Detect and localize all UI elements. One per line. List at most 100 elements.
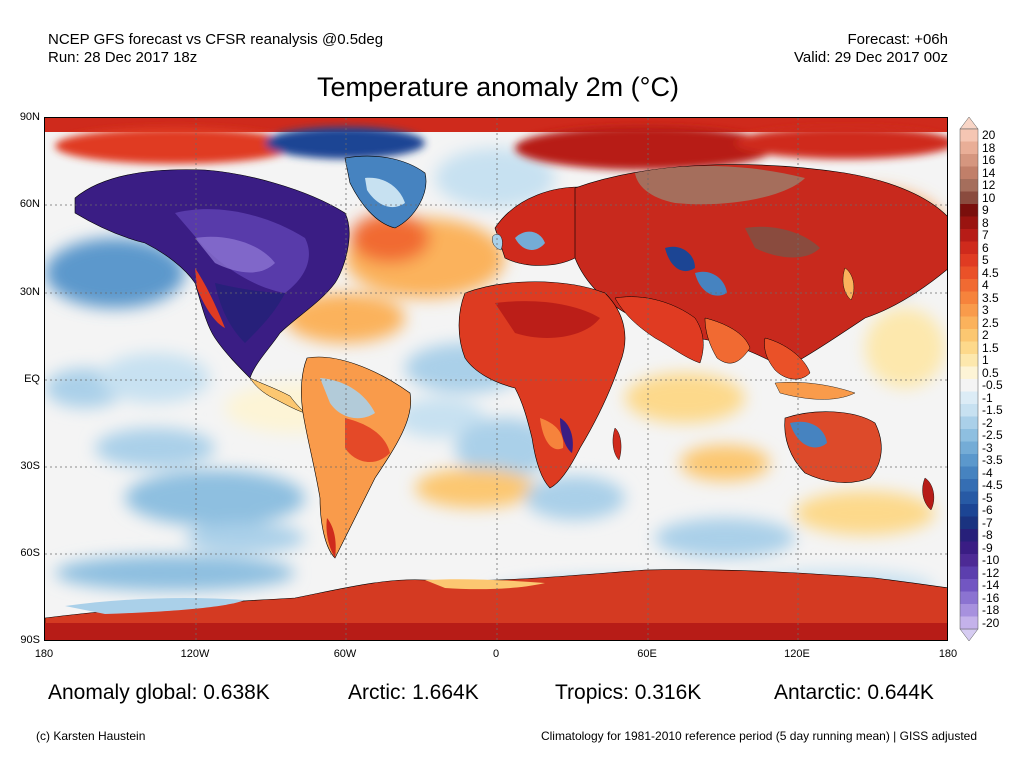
colorbar-label: 10 [982, 190, 996, 205]
stat-tropics-anomaly: Tropics: 0.316K [555, 681, 702, 704]
lat-label-30n: 30N [19, 286, 40, 298]
lon-label-180e: 180 [938, 648, 958, 660]
colorbar-swatch [960, 216, 978, 230]
colorbar-swatch [960, 204, 978, 217]
colorbar-swatch [960, 429, 978, 442]
lat-label-60s: 60S [20, 547, 40, 559]
colorbar-swatch [960, 141, 978, 155]
climatology-note: Climatology for 1981-2010 reference peri… [540, 729, 977, 743]
lat-label-60n: 60N [19, 198, 40, 210]
lat-label-eq: EQ [24, 373, 40, 385]
stat-antarctic-anomaly: Antarctic: 0.644K [774, 681, 934, 704]
colorbar-over-triangle [959, 117, 979, 130]
colorbar-swatch [960, 491, 978, 505]
colorbar-label: -0.5 [982, 378, 1003, 393]
colorbar-label: -6 [982, 503, 993, 518]
anomaly-map [44, 117, 948, 641]
colorbar-label: -10 [982, 553, 1000, 568]
colorbar-swatch [960, 604, 978, 617]
lon-label-60w: 60W [333, 648, 357, 660]
colorbar-swatch [960, 179, 978, 192]
colorbar-swatch [960, 541, 978, 555]
colorbar-label: 18 [982, 140, 996, 155]
colorbar-swatch [960, 579, 978, 592]
stat-global-anomaly: Anomaly global: 0.638K [48, 681, 270, 704]
colorbar-swatch [960, 616, 978, 630]
colorbar-swatch [960, 404, 978, 417]
colorbar-swatch [960, 304, 978, 317]
colorbar-label: 0.5 [982, 365, 999, 380]
colorbar-swatch [960, 129, 978, 142]
colorbar-label: 3.5 [982, 290, 999, 305]
colorbar-label: 5 [982, 253, 989, 268]
colorbar-label: -2 [982, 415, 993, 430]
colorbar-label: 6 [982, 240, 989, 255]
colorbar-label: 1.5 [982, 340, 999, 355]
colorbar-label: 1 [982, 353, 989, 368]
colorbar-label: -1 [982, 390, 993, 405]
arctic-band [45, 118, 947, 132]
lon-label-180w: 180 [34, 648, 54, 660]
colorbar-swatch [960, 479, 978, 492]
colorbar-label: -9 [982, 540, 993, 555]
colorbar-label: -5 [982, 490, 993, 505]
colorbar-label: -1.5 [982, 403, 1003, 418]
lon-label-120w: 120W [180, 648, 210, 660]
lon-label-60e: 60E [637, 648, 657, 660]
colorbar-label: -16 [982, 590, 1000, 605]
colorbar-swatch [960, 366, 978, 380]
colorbar-swatch [960, 279, 978, 292]
colorbar-swatch [960, 529, 978, 542]
colorbar-swatch [960, 516, 978, 530]
map-title: Temperature anomaly 2m (°C) [317, 72, 679, 102]
credit-text: (c) Karsten Haustein [36, 729, 146, 743]
continents [74, 155, 947, 559]
colorbar-swatch [960, 379, 978, 392]
lat-label-90s: 90S [20, 634, 40, 646]
colorbar-label: -20 [982, 615, 1000, 630]
colorbar-label: -3 [982, 440, 993, 455]
colorbar-label: -7 [982, 515, 993, 530]
lon-label-0: 0 [492, 648, 500, 660]
colorbar-swatch [960, 166, 978, 180]
colorbar-swatch [960, 354, 978, 367]
colorbar-label: 12 [982, 178, 996, 193]
colorbar-label: 14 [982, 165, 996, 180]
colorbar-frame [959, 128, 979, 630]
graticule [45, 118, 947, 640]
colorbar-swatch [960, 554, 978, 567]
lon-label-120e: 120E [784, 648, 810, 660]
colorbar-swatch [960, 241, 978, 255]
map-canvas [45, 118, 947, 640]
colorbar-swatch [960, 591, 978, 605]
colorbar-label: 20 [982, 128, 996, 143]
colorbar-label: 3 [982, 303, 989, 318]
colorbar-label: 2.5 [982, 315, 999, 330]
colorbar-swatch [960, 154, 978, 167]
colorbar-swatch [960, 341, 978, 355]
colorbar-swatch [960, 391, 978, 405]
colorbar-label: -8 [982, 528, 993, 543]
colorbar-label: -4.5 [982, 478, 1003, 493]
colorbar-label: 7 [982, 228, 989, 243]
colorbar-swatch [960, 566, 978, 580]
colorbar-swatch [960, 441, 978, 455]
colorbar-label: -12 [982, 565, 1000, 580]
colorbar-label: 9 [982, 203, 989, 218]
colorbar-swatch [960, 466, 978, 480]
colorbar-swatch [960, 254, 978, 267]
lat-label-30s: 30S [20, 460, 40, 472]
colorbar-swatch [960, 316, 978, 330]
valid-time: Valid: 29 Dec 2017 00z [794, 49, 948, 66]
run-time: Run: 28 Dec 2017 18z [48, 49, 198, 66]
colorbar-label: -14 [982, 578, 1000, 593]
colorbar [959, 117, 979, 641]
colorbar-under-triangle [959, 628, 979, 641]
colorbar-swatch [960, 504, 978, 517]
colorbar-swatch [960, 454, 978, 467]
colorbar-label: -4 [982, 465, 993, 480]
colorbar-label: 8 [982, 215, 989, 230]
colorbar-label: -2.5 [982, 428, 1003, 443]
antarctica [45, 569, 947, 640]
colorbar-swatch [960, 329, 978, 342]
